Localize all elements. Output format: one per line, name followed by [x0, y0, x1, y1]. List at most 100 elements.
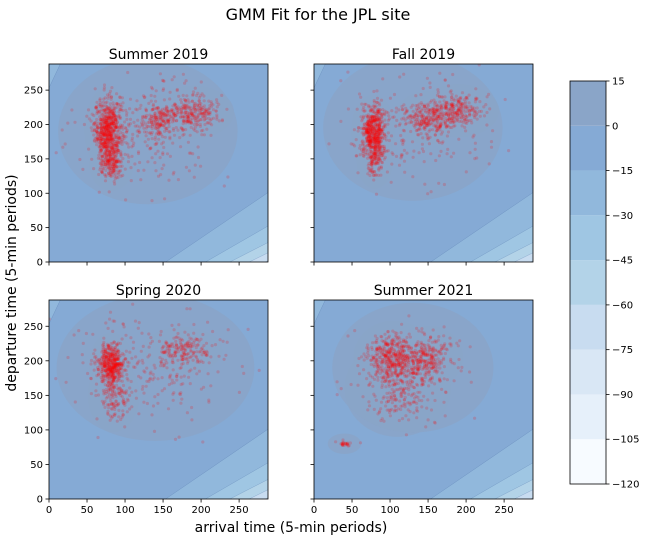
data-point [393, 331, 397, 335]
data-point [403, 363, 407, 367]
data-point [188, 355, 192, 359]
data-point [346, 70, 350, 74]
data-point [460, 105, 464, 109]
data-point [403, 356, 407, 360]
data-point [173, 111, 177, 116]
data-point [370, 162, 374, 166]
data-point [112, 365, 116, 369]
data-point [113, 177, 117, 181]
data-point [397, 362, 401, 367]
data-point [401, 365, 405, 369]
data-point [102, 375, 106, 379]
data-point [118, 169, 123, 173]
data-point [105, 363, 109, 367]
data-point [215, 113, 219, 117]
data-point [398, 363, 402, 367]
data-point [342, 443, 346, 447]
data-point [109, 366, 114, 370]
data-point [191, 341, 195, 345]
data-point [449, 359, 453, 363]
data-point [99, 128, 104, 132]
data-point [114, 366, 119, 370]
data-point [144, 384, 148, 388]
data-point [153, 111, 157, 115]
data-point [162, 120, 167, 124]
data-point [105, 350, 109, 354]
data-point [98, 130, 103, 134]
data-point [117, 372, 121, 376]
data-point [192, 115, 196, 119]
data-point [63, 142, 67, 146]
data-point [181, 338, 185, 342]
data-point [370, 124, 374, 128]
data-point [393, 381, 397, 385]
data-point [386, 149, 390, 153]
data-point [175, 113, 179, 117]
data-point [473, 114, 477, 118]
data-point [117, 376, 121, 380]
data-point [167, 121, 171, 126]
data-point [193, 117, 197, 121]
data-point [107, 357, 111, 361]
data-point [180, 111, 184, 115]
data-point [162, 112, 166, 116]
data-point [111, 128, 115, 132]
data-point [111, 132, 116, 136]
data-point [161, 119, 165, 123]
data-point [365, 343, 370, 347]
data-point [389, 349, 394, 353]
data-point [246, 327, 250, 331]
data-point [467, 109, 472, 113]
data-point [420, 383, 424, 387]
data-point [101, 145, 105, 149]
data-point [403, 369, 407, 373]
data-point [413, 366, 417, 370]
data-point [113, 364, 117, 368]
data-point [373, 340, 377, 344]
data-point [384, 134, 388, 138]
data-point [382, 146, 386, 150]
data-point [104, 149, 108, 153]
data-point [112, 365, 116, 369]
data-point [99, 138, 103, 142]
data-point [378, 158, 382, 162]
data-point [423, 333, 427, 337]
data-point [438, 104, 443, 108]
data-point [109, 137, 113, 142]
data-point [112, 383, 116, 387]
data-point [420, 377, 424, 381]
data-point [181, 119, 185, 123]
data-point [163, 110, 167, 114]
data-point [114, 125, 118, 130]
data-point [104, 123, 108, 127]
data-point [157, 132, 161, 136]
data-point [355, 107, 359, 111]
data-point [379, 128, 383, 132]
data-point [466, 106, 470, 110]
data-point [156, 122, 160, 126]
data-point [104, 104, 108, 108]
data-point [115, 380, 119, 384]
data-point [188, 341, 192, 345]
data-point [111, 379, 115, 383]
data-point [414, 372, 418, 376]
data-point [376, 363, 380, 367]
data-point [111, 108, 115, 112]
data-point [388, 96, 392, 100]
data-point [99, 160, 103, 164]
data-point [110, 366, 114, 370]
data-point [110, 365, 114, 369]
data-point [378, 123, 382, 127]
data-point [367, 119, 371, 123]
contour-fill [49, 300, 268, 499]
data-point [449, 344, 453, 348]
data-point [113, 182, 117, 186]
data-point [100, 129, 104, 133]
data-point [140, 387, 144, 391]
data-point [362, 105, 366, 110]
data-point [414, 394, 418, 399]
data-point [120, 395, 124, 399]
data-point [377, 127, 381, 131]
data-point [434, 361, 438, 365]
data-point [366, 123, 370, 127]
